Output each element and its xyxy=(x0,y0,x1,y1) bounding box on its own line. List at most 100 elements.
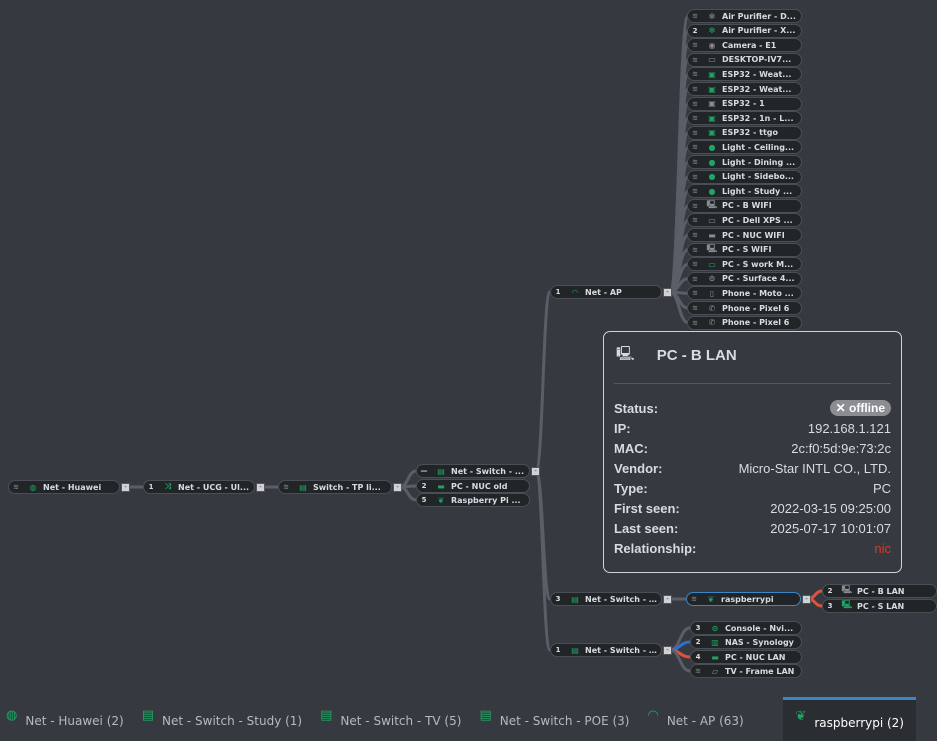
child-count-badge: 3 xyxy=(555,595,561,603)
pc-icon: 🖳 xyxy=(706,243,718,253)
tab-globe-0[interactable]: ◍ Net - Huawei (2) xyxy=(0,697,136,741)
device-node[interactable]: ≋ ▯ Phone - Moto ... xyxy=(687,286,802,301)
collapse-button[interactable]: - xyxy=(663,288,672,297)
device-label: ESP32 - ttgo xyxy=(722,128,778,138)
tooltip-value: 192.168.1.121 xyxy=(807,420,891,436)
collapse-button[interactable]: - xyxy=(802,595,811,604)
collapse-button[interactable]: - xyxy=(531,467,540,476)
device-node[interactable]: ≋ 🖳 PC - S WIFI xyxy=(687,242,802,257)
pc-icon: 🖳 xyxy=(706,199,718,209)
device-node[interactable]: ≋ ▬ PC - NUC WIFI xyxy=(687,228,802,242)
wifi-icon: ≋ xyxy=(691,595,697,603)
device-node[interactable]: ≋ ✻ Air Purifier - D... xyxy=(687,9,802,23)
tab-raspberry-5[interactable]: ❦ raspberrypi (2) xyxy=(783,697,916,741)
device-node[interactable]: ≋ ● Light - Sidebo... xyxy=(687,169,802,184)
device-node[interactable]: ≋ 🖳 PC - B WIFI xyxy=(687,198,802,213)
device-node[interactable]: ≋ ● Light - Study ... xyxy=(687,184,802,199)
tooltip-value: Micro-Star INTL CO., LTD. xyxy=(738,460,891,476)
collapse-button[interactable]: - xyxy=(256,483,265,492)
wifi-icon: ≋ xyxy=(692,70,698,79)
tooltip-key: MAC: xyxy=(614,440,648,456)
collapse-button[interactable]: - xyxy=(663,646,672,655)
device-node[interactable]: ≋ ▣ ESP32 - ttgo xyxy=(687,125,802,140)
tab-switch-3[interactable]: ▤ Net - Switch - POE (3) xyxy=(473,697,641,741)
fan-icon: ✻ xyxy=(708,11,716,21)
device-node[interactable]: 1 ▤ Net - Switch - ... xyxy=(550,643,662,657)
device-node[interactable]: 4 ▬ PC - NUC LAN xyxy=(690,650,802,664)
device-node[interactable]: ≋ ▣ ESP32 - 1 xyxy=(687,96,802,111)
tv-icon: ▱ xyxy=(711,666,719,676)
device-node[interactable]: ≋ ◉ Camera - E1 xyxy=(687,38,802,53)
device-label: Console - Nvi... xyxy=(725,623,794,633)
device-node[interactable]: ≋ ▭ DESKTOP-IV7... xyxy=(687,52,802,67)
device-node[interactable]: ≋ ▣ ESP32 - Weat... xyxy=(687,67,802,82)
device-node[interactable]: 1 ◠ Net - AP xyxy=(550,285,662,299)
tooltip-key: IP: xyxy=(614,420,631,436)
tab-label: Net - Switch - Study (1) xyxy=(162,714,303,728)
device-node[interactable]: ≋ ✆ Phone - Pixel 6 xyxy=(687,315,802,330)
device-node[interactable]: ≋ ▤ Switch - TP li... xyxy=(278,480,392,494)
wifi-icon: ≋ xyxy=(692,216,698,225)
wifi-icon: ≋ xyxy=(692,245,698,254)
device-label: PC - S WIFI xyxy=(722,245,772,255)
device-label: Light - Ceiling... xyxy=(722,142,795,152)
chip-icon: ▣ xyxy=(708,99,716,109)
tab-wifi-4[interactable]: ◠ Net - AP (63) xyxy=(641,697,755,741)
device-node[interactable]: ≋ ▭ PC - S work M... xyxy=(687,257,802,272)
device-label: Camera - E1 xyxy=(722,40,777,50)
tab-switch-1[interactable]: ▤ Net - Switch - Study (1) xyxy=(136,697,314,741)
device-label: NAS - Synology xyxy=(725,637,794,647)
collapse-button[interactable]: - xyxy=(393,483,402,492)
device-node[interactable]: ≋ ◍ Net - Huawei xyxy=(8,480,120,494)
tab-switch-2[interactable]: ▤ Net - Switch - TV (5) xyxy=(314,697,473,741)
pc-icon: 🖳 xyxy=(841,585,853,594)
switch-icon: ▤ xyxy=(479,707,492,723)
tooltip-key: First seen: xyxy=(614,500,680,516)
tab-label: Net - Switch - POE (3) xyxy=(499,714,630,728)
raspberry-icon: ❦ xyxy=(437,495,445,505)
monitor-icon: ▭ xyxy=(708,259,716,269)
tooltip-value: 2025-07-17 10:01:07 xyxy=(770,520,891,536)
device-node[interactable]: ≋ ▣ ESP32 - 1n - L... xyxy=(687,111,802,126)
monitor-icon: ▭ xyxy=(708,55,716,65)
child-count-badge: 3 xyxy=(827,602,833,610)
tree-links xyxy=(127,14,823,673)
globe-icon: ◍ xyxy=(6,707,18,723)
device-node[interactable]: — ▤ Net - Switch - ... xyxy=(416,464,530,478)
device-node[interactable]: 1 ⤨ Net - UCG - Ul... xyxy=(143,480,255,494)
raspberry-icon: ❦ xyxy=(795,709,807,724)
device-node[interactable]: ≋ ▣ ESP32 - Weat... xyxy=(687,82,802,96)
bulb-icon: ● xyxy=(708,142,716,152)
device-node[interactable]: 2 ✻ Air Purifier - X... xyxy=(687,23,802,38)
collapse-button[interactable]: - xyxy=(121,483,130,492)
device-node[interactable]: 2 ▥ NAS - Synology xyxy=(690,635,802,649)
chip-icon: ▣ xyxy=(708,128,716,138)
device-label: Light - Dining ... xyxy=(722,157,796,167)
bulb-icon: ● xyxy=(708,157,716,167)
child-count-badge: — xyxy=(420,467,428,475)
device-node[interactable]: 2 🖳 PC - B LAN xyxy=(822,584,937,598)
collapse-button[interactable]: - xyxy=(663,595,672,604)
wifi-icon: ≋ xyxy=(692,12,698,20)
device-node[interactable]: ≋ ❦ raspberrypi xyxy=(686,592,801,606)
wifi-icon: ◠ xyxy=(647,707,659,723)
device-node[interactable]: ≋ ▭ PC - Dell XPS ... xyxy=(687,213,802,228)
device-node[interactable]: 3 ⊙ Console - Nvi... xyxy=(690,621,802,635)
device-node[interactable]: 3 🖳 PC - S LAN xyxy=(822,599,937,613)
device-node[interactable]: ≋ ✆ Phone - Pixel 6 xyxy=(687,301,802,315)
device-label: PC - NUC WIFI xyxy=(722,230,785,240)
tree-link xyxy=(399,485,417,502)
device-node[interactable]: 3 ▤ Net - Switch - ... xyxy=(550,592,662,606)
tab-label: Net - Huawei (2) xyxy=(25,714,124,728)
device-node[interactable]: ≋ ● Light - Dining ... xyxy=(687,155,802,169)
device-node[interactable]: ≋ ⊙ PC - Surface 4... xyxy=(687,271,802,286)
device-label: PC - Dell XPS ... xyxy=(722,215,793,225)
device-node[interactable]: 5 ❦ Raspberry Pi ... xyxy=(416,493,530,507)
device-node[interactable]: ≋ ▱ TV - Frame LAN xyxy=(690,664,802,678)
device-label: Net - Switch - ... xyxy=(451,466,524,476)
wifi-icon: ≋ xyxy=(692,304,698,312)
tooltip-key: Relationship: xyxy=(614,540,697,556)
wifi-icon: ≋ xyxy=(692,114,698,123)
device-node[interactable]: ≋ ● Light - Ceiling... xyxy=(687,140,802,155)
device-node[interactable]: 2 ▬ PC - NUC old xyxy=(416,479,530,493)
